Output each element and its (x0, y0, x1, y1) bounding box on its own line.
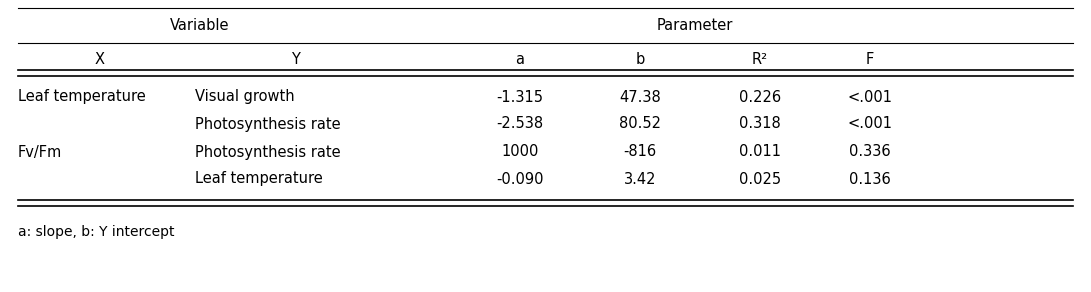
Text: X: X (95, 52, 105, 67)
Text: Y: Y (290, 52, 299, 67)
Text: Photosynthesis rate: Photosynthesis rate (195, 145, 340, 159)
Text: -0.090: -0.090 (496, 171, 543, 187)
Text: 0.226: 0.226 (739, 90, 781, 105)
Text: R²: R² (752, 52, 768, 67)
Text: a: slope, b: Y intercept: a: slope, b: Y intercept (17, 225, 175, 239)
Text: 0.136: 0.136 (849, 171, 891, 187)
Text: -816: -816 (623, 145, 657, 159)
Text: 80.52: 80.52 (619, 117, 661, 131)
Text: Variable: Variable (170, 18, 230, 33)
Text: Visual growth: Visual growth (195, 90, 295, 105)
Text: F: F (866, 52, 874, 67)
Text: 0.011: 0.011 (739, 145, 781, 159)
Text: 1000: 1000 (501, 145, 539, 159)
Text: 0.025: 0.025 (739, 171, 781, 187)
Text: a: a (516, 52, 525, 67)
Text: Fv/Fm: Fv/Fm (17, 145, 62, 159)
Text: 47.38: 47.38 (619, 90, 661, 105)
Text: <.001: <.001 (848, 90, 892, 105)
Text: -1.315: -1.315 (496, 90, 543, 105)
Text: b: b (635, 52, 645, 67)
Text: Parameter: Parameter (657, 18, 733, 33)
Text: -2.538: -2.538 (496, 117, 543, 131)
Text: Leaf temperature: Leaf temperature (195, 171, 323, 187)
Text: 0.336: 0.336 (849, 145, 891, 159)
Text: Photosynthesis rate: Photosynthesis rate (195, 117, 340, 131)
Text: 0.318: 0.318 (739, 117, 781, 131)
Text: 3.42: 3.42 (624, 171, 657, 187)
Text: <.001: <.001 (848, 117, 892, 131)
Text: Leaf temperature: Leaf temperature (17, 90, 146, 105)
